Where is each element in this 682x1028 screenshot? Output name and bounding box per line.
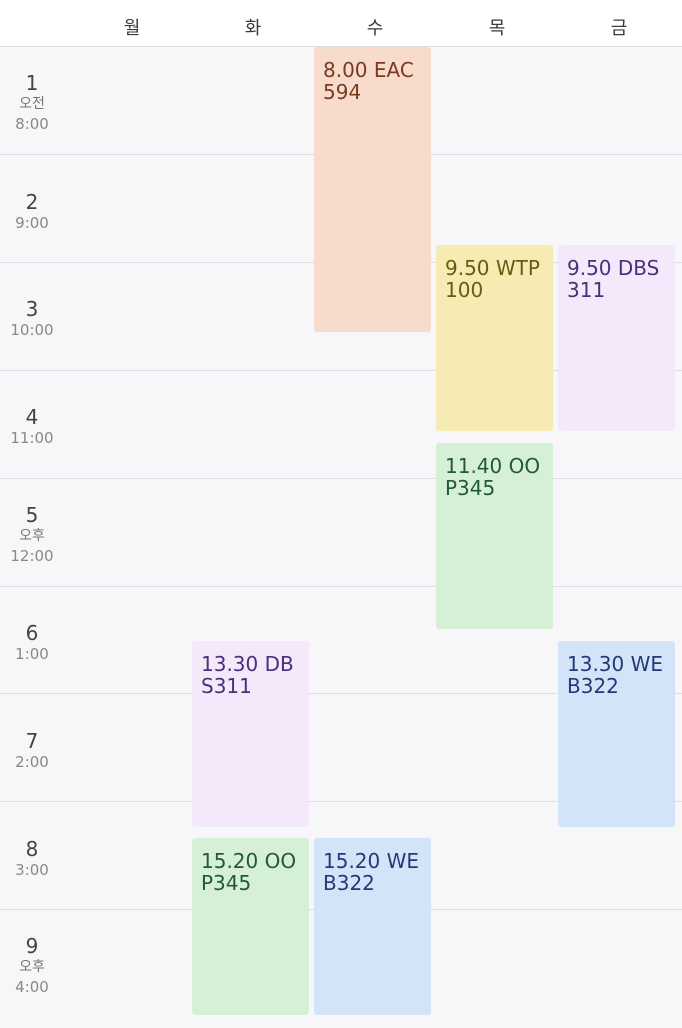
period-number: 8 [25, 837, 39, 861]
period-time: 8:00 [15, 115, 49, 133]
class-block-oop345[interactable]: 15.20 OOP345 [192, 838, 309, 1015]
row-divider [0, 370, 682, 371]
period-time: 2:00 [15, 753, 49, 771]
period-time: 9:00 [15, 214, 49, 232]
period-time: 11:00 [10, 429, 54, 447]
period-3: 3 10:00 [0, 298, 64, 340]
class-block-web322[interactable]: 15.20 WEB322 [314, 838, 431, 1015]
period-number: 1 [25, 71, 39, 95]
period-7: 7 2:00 [0, 730, 64, 772]
row-divider [0, 478, 682, 479]
day-header-thu: 목 [488, 18, 506, 39]
row-divider [0, 586, 682, 587]
period-number: 9 [25, 934, 39, 958]
row-divider [0, 801, 682, 802]
period-1: 1 오전 8:00 [0, 72, 64, 134]
period-2: 2 9:00 [0, 191, 64, 233]
period-ampm: 오후 [19, 528, 45, 544]
period-number: 5 [25, 503, 39, 527]
class-block-wtp100[interactable]: 9.50 WTP100 [436, 245, 553, 431]
period-4: 4 11:00 [0, 406, 64, 448]
period-ampm: 오전 [19, 96, 45, 112]
period-time: 10:00 [10, 321, 54, 339]
class-block-dbs311[interactable]: 13.30 DBS311 [192, 641, 309, 827]
day-header-fri: 금 [610, 18, 628, 39]
period-6: 6 1:00 [0, 622, 64, 664]
period-number: 4 [25, 405, 39, 429]
period-number: 2 [25, 190, 39, 214]
class-block-dbs311[interactable]: 9.50 DBS311 [558, 245, 675, 431]
period-time: 12:00 [10, 547, 54, 565]
class-block-eac594[interactable]: 8.00 EAC594 [314, 47, 431, 332]
period-time: 4:00 [15, 978, 49, 996]
period-time: 3:00 [15, 861, 49, 879]
period-5: 5 오후 12:00 [0, 504, 64, 566]
period-number: 7 [25, 729, 39, 753]
class-block-web322[interactable]: 13.30 WEB322 [558, 641, 675, 827]
day-header-mon: 월 [123, 18, 141, 39]
day-header-tue: 화 [244, 18, 262, 39]
period-9: 9 오후 4:00 [0, 935, 64, 997]
weekday-header: 월 화 수 목 금 [0, 0, 682, 47]
period-ampm: 오후 [19, 959, 45, 975]
period-number: 3 [25, 297, 39, 321]
period-number: 6 [25, 621, 39, 645]
day-header-wed: 수 [366, 18, 384, 39]
period-8: 8 3:00 [0, 838, 64, 880]
class-block-oop345[interactable]: 11.40 OOP345 [436, 443, 553, 629]
period-time: 1:00 [15, 645, 49, 663]
row-divider [0, 693, 682, 694]
